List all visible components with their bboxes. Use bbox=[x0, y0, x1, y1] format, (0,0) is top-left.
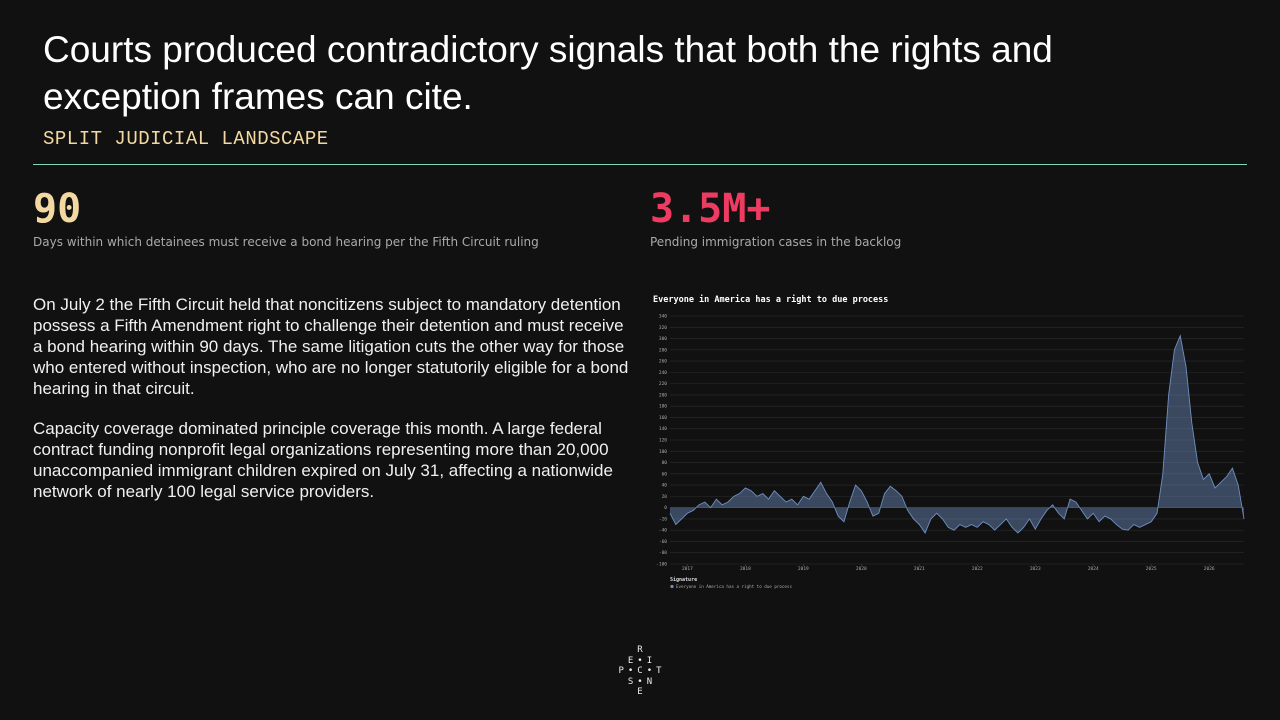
logo-row: P • C • T bbox=[600, 666, 680, 677]
paragraph: Capacity coverage dominated principle co… bbox=[33, 419, 613, 501]
chart: Everyone in America has a right to due p… bbox=[653, 294, 1245, 589]
x-tick-label: 2019 bbox=[798, 566, 809, 572]
y-tick-label: -20 bbox=[659, 516, 667, 522]
x-tick-label: 2020 bbox=[856, 566, 867, 572]
logo-letter: I bbox=[646, 655, 653, 666]
stat-value: 3.5M+ bbox=[650, 186, 771, 232]
chart-title: Everyone in America has a right to due p… bbox=[653, 294, 888, 305]
y-tick-label: 20 bbox=[662, 494, 668, 500]
logo-letter: P bbox=[618, 666, 624, 676]
stat: 90 Days within which detainees must rece… bbox=[33, 186, 539, 249]
logo-letter: R bbox=[637, 645, 643, 655]
line bbox=[669, 334, 1245, 534]
x-tick-label: 2017 bbox=[682, 566, 693, 572]
logo-row: E bbox=[600, 687, 680, 698]
stat-label: Pending immigration cases in the backlog bbox=[650, 235, 902, 249]
logo-letter: S bbox=[627, 676, 634, 687]
divider bbox=[33, 164, 1247, 165]
y-tick-label: 240 bbox=[659, 370, 667, 376]
y-tick-label: 260 bbox=[659, 359, 667, 365]
y-tick-label: 280 bbox=[659, 347, 667, 353]
y-tick-label: 40 bbox=[662, 483, 668, 489]
logo-dot: • bbox=[637, 676, 643, 687]
logo-dot: • bbox=[627, 666, 634, 676]
y-tick-label: 160 bbox=[659, 415, 667, 421]
logo: R E • I P • C • T S • N E bbox=[600, 645, 680, 698]
y-tick-label: 140 bbox=[659, 426, 667, 432]
x-tick-label: 2022 bbox=[972, 566, 983, 572]
y-tick-label: -80 bbox=[659, 550, 667, 556]
logo-row: E • I bbox=[600, 656, 680, 667]
x-tick-label: 2026 bbox=[1204, 566, 1215, 572]
logo-letter: T bbox=[656, 666, 662, 676]
logo-letter: E bbox=[627, 655, 634, 666]
logo-letter: E bbox=[637, 687, 643, 697]
x-tick-label: 2018 bbox=[740, 566, 751, 572]
y-tick-label: 220 bbox=[659, 381, 667, 387]
y-tick-label: 80 bbox=[662, 460, 668, 466]
x-tick-label: 2025 bbox=[1146, 566, 1157, 572]
stat-label: Days within which detainees must receive… bbox=[33, 235, 539, 249]
y-tick-label: 320 bbox=[659, 325, 667, 331]
logo-row: R bbox=[600, 645, 680, 656]
logo-dot: • bbox=[646, 666, 653, 676]
stat: 3.5M+ Pending immigration cases in the b… bbox=[650, 186, 901, 249]
y-tick-label: -40 bbox=[659, 528, 667, 534]
x-tick-label: 2023 bbox=[1030, 566, 1041, 572]
logo-letter: C bbox=[637, 666, 643, 676]
paragraph: On July 2 the Fifth Circuit held that no… bbox=[33, 295, 629, 398]
y-tick-label: -60 bbox=[659, 539, 667, 545]
area bbox=[670, 335, 1244, 533]
y-tick-label: 100 bbox=[659, 449, 667, 455]
y-tick-label: 300 bbox=[659, 336, 667, 342]
y-tick-label: 340 bbox=[659, 314, 667, 320]
y-tick-label: 120 bbox=[659, 438, 667, 444]
legend-entry: Everyone in America has a right to due p… bbox=[676, 584, 792, 589]
y-tick-label: 200 bbox=[659, 392, 667, 398]
y-tick-label: 180 bbox=[659, 404, 667, 410]
logo-letter: N bbox=[646, 676, 653, 687]
legend-title: Signature bbox=[670, 577, 697, 583]
stat-value: 90 bbox=[33, 186, 82, 232]
x-tick-label: 2021 bbox=[914, 566, 925, 572]
y-tick-label: -100 bbox=[656, 562, 667, 568]
subtitle: SPLIT JUDICIAL LANDSCAPE bbox=[43, 128, 329, 150]
legend-swatch bbox=[670, 584, 674, 589]
y-tick-label: 60 bbox=[662, 471, 668, 477]
logo-dot: • bbox=[637, 655, 643, 666]
title: Courts produced contradictory signals th… bbox=[43, 29, 1053, 117]
logo-row: S • N bbox=[600, 677, 680, 688]
y-tick-label: 0 bbox=[664, 505, 667, 511]
x-tick-label: 2024 bbox=[1088, 566, 1099, 572]
